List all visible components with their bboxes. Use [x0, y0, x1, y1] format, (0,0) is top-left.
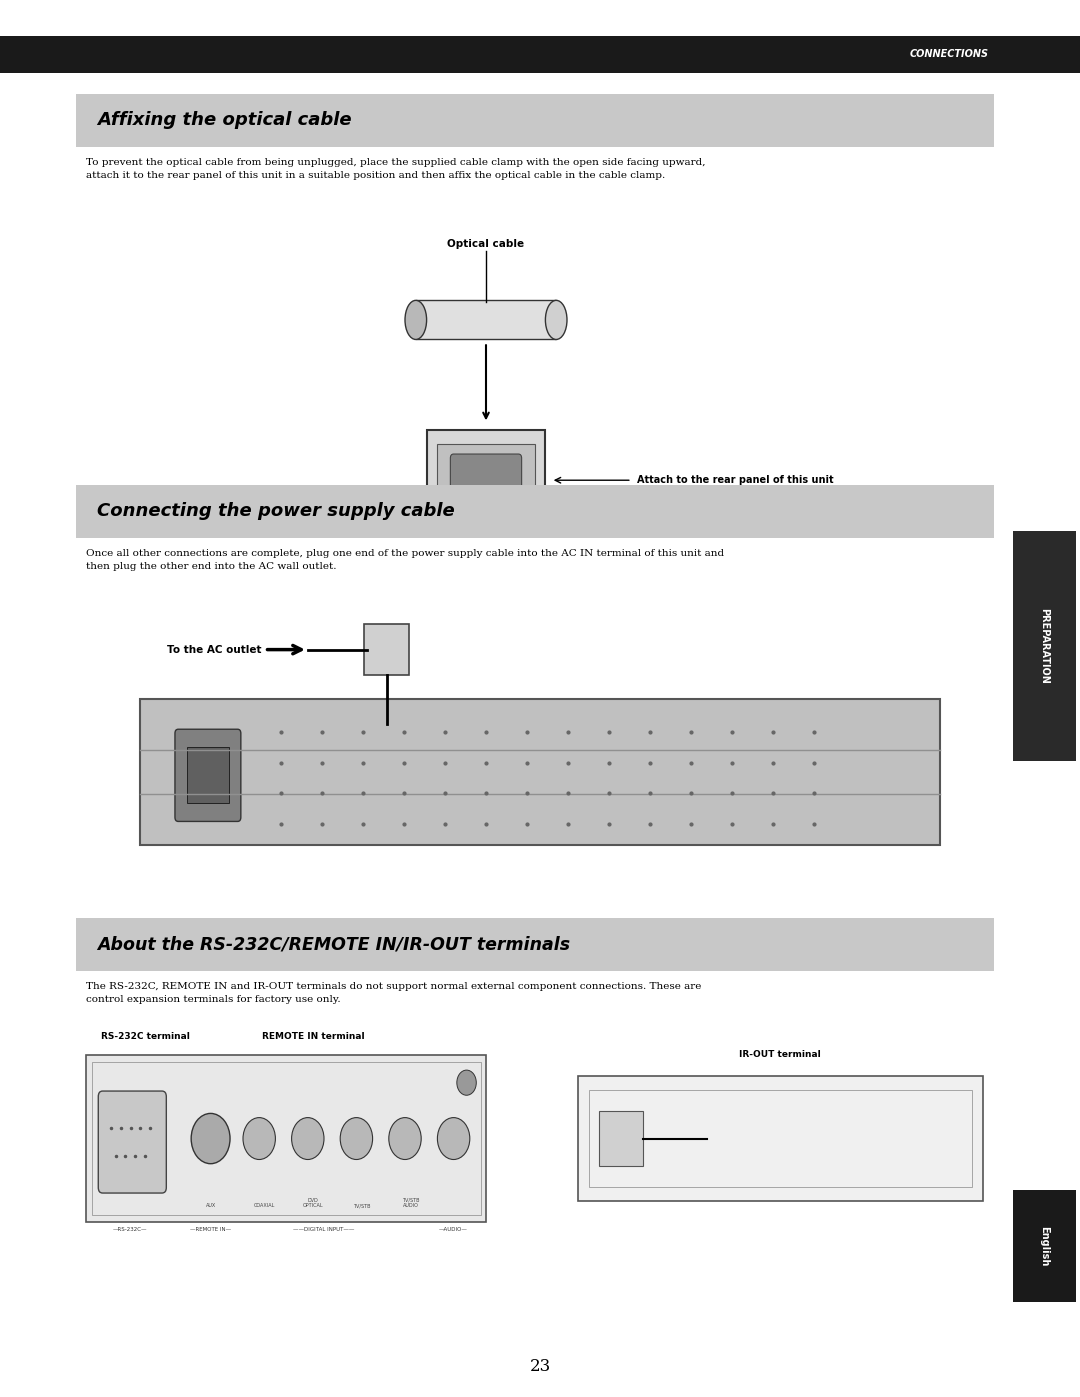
Ellipse shape [545, 300, 567, 339]
Text: English: English [1039, 1227, 1050, 1266]
Text: TV/STB: TV/STB [353, 1203, 370, 1208]
FancyBboxPatch shape [86, 1055, 486, 1222]
Ellipse shape [405, 300, 427, 339]
FancyBboxPatch shape [76, 918, 994, 971]
Circle shape [340, 1118, 373, 1160]
Text: ——DIGITAL INPUT——: ——DIGITAL INPUT—— [294, 1227, 354, 1232]
Text: The RS-232C, REMOTE IN and IR-OUT terminals do not support normal external compo: The RS-232C, REMOTE IN and IR-OUT termin… [86, 982, 702, 1004]
FancyBboxPatch shape [140, 698, 940, 845]
Text: To prevent the optical cable from being unplugged, place the supplied cable clam: To prevent the optical cable from being … [86, 158, 706, 180]
FancyBboxPatch shape [437, 444, 535, 507]
Text: 23: 23 [529, 1358, 551, 1375]
Text: IR-OUT terminal: IR-OUT terminal [740, 1051, 821, 1059]
Circle shape [457, 1070, 476, 1095]
Circle shape [243, 1118, 275, 1160]
Circle shape [191, 1113, 230, 1164]
FancyBboxPatch shape [175, 729, 241, 821]
Text: CONNECTIONS: CONNECTIONS [909, 49, 988, 60]
Text: PREPARATION: PREPARATION [1039, 608, 1050, 685]
Text: Connecting the power supply cable: Connecting the power supply cable [97, 503, 455, 520]
Text: —RS-232C—: —RS-232C— [112, 1227, 147, 1232]
Circle shape [437, 1118, 470, 1160]
Text: TV/STB
AUDIO: TV/STB AUDIO [402, 1197, 419, 1208]
FancyBboxPatch shape [364, 624, 409, 675]
Text: —REMOTE IN—: —REMOTE IN— [190, 1227, 231, 1232]
FancyBboxPatch shape [0, 36, 1080, 73]
FancyBboxPatch shape [76, 94, 994, 147]
FancyBboxPatch shape [187, 747, 229, 803]
Text: REMOTE IN terminal: REMOTE IN terminal [261, 1032, 365, 1041]
Text: To the AC outlet: To the AC outlet [167, 644, 261, 655]
Text: —AUDIO—: —AUDIO— [440, 1227, 468, 1232]
FancyBboxPatch shape [599, 1111, 643, 1166]
FancyBboxPatch shape [1013, 531, 1076, 761]
FancyBboxPatch shape [416, 300, 556, 339]
Circle shape [292, 1118, 324, 1160]
FancyBboxPatch shape [98, 1091, 166, 1193]
Text: Optical cable: Optical cable [447, 239, 525, 249]
FancyBboxPatch shape [427, 430, 545, 521]
Text: Attach to the rear panel of this unit: Attach to the rear panel of this unit [637, 475, 834, 485]
Circle shape [389, 1118, 421, 1160]
FancyBboxPatch shape [1013, 1190, 1076, 1302]
FancyBboxPatch shape [76, 485, 994, 538]
Text: RS-232C terminal: RS-232C terminal [102, 1032, 190, 1041]
Text: AUX: AUX [205, 1203, 216, 1208]
FancyBboxPatch shape [578, 1076, 983, 1201]
Text: Affixing the optical cable: Affixing the optical cable [97, 112, 352, 129]
Text: Once all other connections are complete, plug one end of the power supply cable : Once all other connections are complete,… [86, 549, 725, 571]
Text: About the RS-232C/REMOTE IN/IR-OUT terminals: About the RS-232C/REMOTE IN/IR-OUT termi… [97, 936, 570, 953]
FancyBboxPatch shape [450, 454, 522, 497]
Text: DVD
OPTICAL: DVD OPTICAL [302, 1197, 324, 1208]
Text: COAXIAL: COAXIAL [254, 1203, 275, 1208]
